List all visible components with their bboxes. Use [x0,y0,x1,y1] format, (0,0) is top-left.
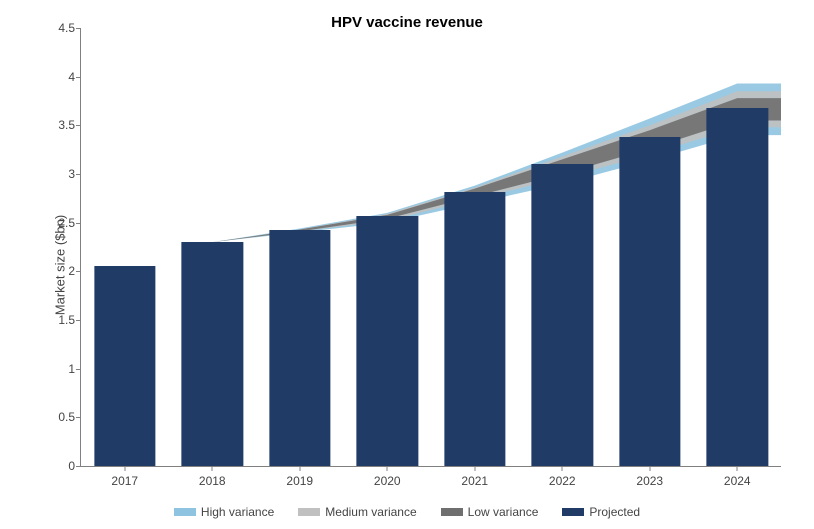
bar [269,230,330,466]
legend-swatch [298,508,320,516]
x-tick-mark [649,466,650,471]
y-tick-label: 0 [68,459,75,473]
x-slot: 2018 [169,28,257,466]
bar [707,108,768,466]
y-tick-label: 1.5 [58,313,75,327]
x-tick-mark [124,466,125,471]
bar [182,242,243,466]
x-tick-label: 2018 [199,474,226,488]
legend-item: Low variance [441,505,539,519]
bar [357,216,418,466]
x-tick-label: 2019 [286,474,313,488]
bar [619,137,680,466]
x-tick-mark [212,466,213,471]
y-tick-label: 0.5 [58,410,75,424]
legend: High variance Medium variance Low variance… [0,505,814,519]
x-tick-mark [299,466,300,471]
plot-area: 00.511.522.533.544.520172018201920202021… [80,28,781,467]
legend-label: High variance [201,505,274,519]
x-slot: 2021 [431,28,519,466]
y-tick-label: 3 [68,167,75,181]
x-tick-label: 2022 [549,474,576,488]
legend-swatch [441,508,463,516]
y-tick-label: 2.5 [58,216,75,230]
chart-container: HPV vaccine revenue Market size ($bn) 00… [0,0,814,529]
x-slot: 2017 [81,28,169,466]
legend-label: Projected [589,505,640,519]
y-tick-mark [76,466,81,467]
bar [532,164,593,466]
y-tick-label: 1 [68,362,75,376]
bar [94,266,155,466]
x-slot: 2019 [256,28,344,466]
x-slot: 2020 [344,28,432,466]
legend-swatch [174,508,196,516]
y-tick-label: 2 [68,264,75,278]
y-tick-label: 4 [68,70,75,84]
legend-swatch [562,508,584,516]
legend-label: Low variance [468,505,539,519]
x-tick-mark [387,466,388,471]
x-slot: 2023 [606,28,694,466]
y-tick-label: 4.5 [58,21,75,35]
legend-item: Projected [562,505,640,519]
x-tick-mark [474,466,475,471]
x-tick-label: 2021 [461,474,488,488]
x-slot: 2022 [519,28,607,466]
legend-item: Medium variance [298,505,416,519]
x-tick-label: 2017 [111,474,138,488]
x-tick-label: 2023 [636,474,663,488]
x-slot: 2024 [694,28,782,466]
bar [444,192,505,466]
x-tick-mark [562,466,563,471]
x-tick-mark [737,466,738,471]
x-tick-label: 2024 [724,474,751,488]
y-tick-label: 3.5 [58,118,75,132]
legend-item: High variance [174,505,274,519]
legend-label: Medium variance [325,505,416,519]
x-tick-label: 2020 [374,474,401,488]
